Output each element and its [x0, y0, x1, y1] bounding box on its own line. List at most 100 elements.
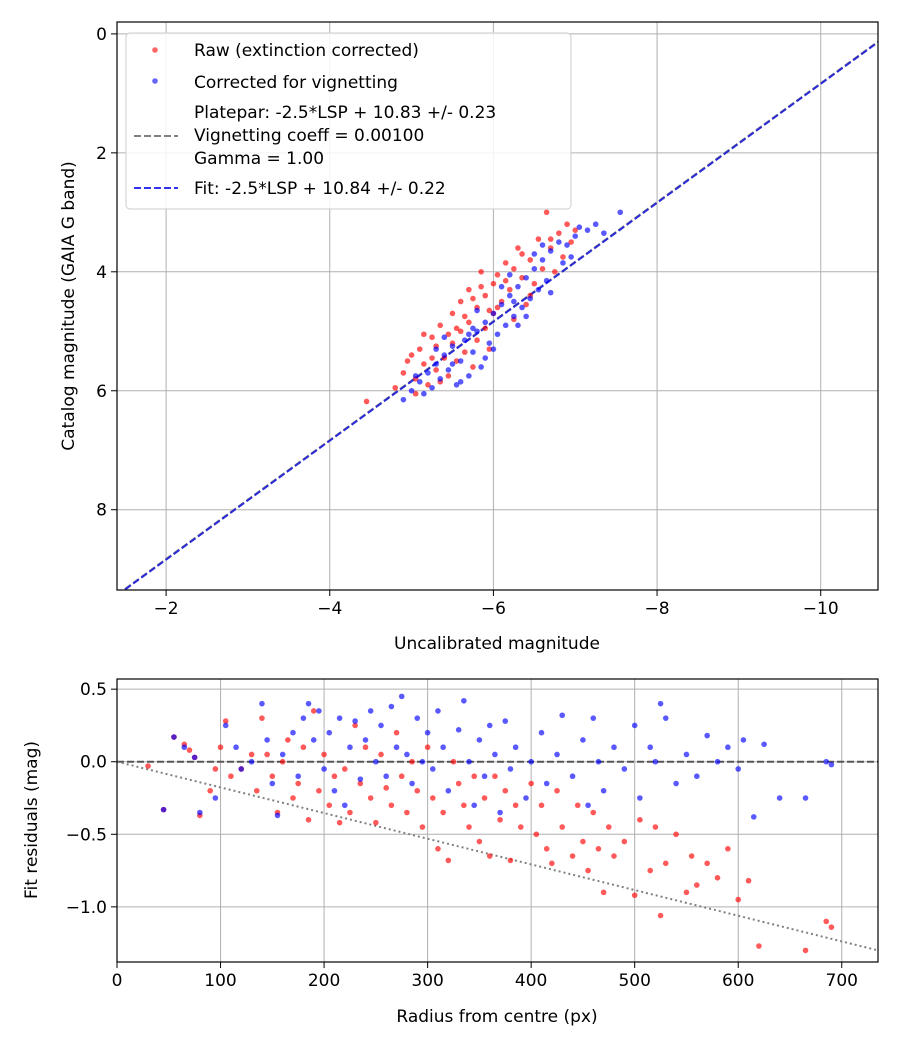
- data-point: [725, 744, 731, 751]
- data-point: [740, 737, 747, 743]
- data-point: [433, 361, 439, 367]
- data-point: [466, 286, 472, 293]
- data-point: [197, 809, 203, 816]
- data-point: [611, 744, 617, 751]
- data-point: [515, 322, 521, 329]
- data-point: [662, 860, 669, 867]
- data-point: [725, 846, 731, 852]
- data-point: [228, 773, 234, 780]
- data-point: [347, 744, 353, 751]
- y-tick-label: 0.5: [80, 680, 107, 700]
- data-point: [347, 809, 353, 816]
- data-point: [539, 266, 546, 272]
- data-point: [453, 382, 460, 388]
- data-point: [506, 271, 513, 278]
- data-point: [408, 387, 415, 394]
- data-point: [823, 758, 830, 765]
- data-point: [776, 795, 783, 801]
- data-point: [186, 747, 193, 753]
- data-point: [274, 812, 281, 819]
- data-point: [652, 824, 659, 830]
- data-point: [543, 209, 550, 216]
- legend-raw-label: Raw (extinction corrected): [194, 41, 419, 61]
- data-point: [637, 816, 643, 823]
- data-point: [490, 310, 497, 317]
- data-point: [461, 337, 468, 343]
- data-point: [482, 319, 489, 326]
- data-point: [502, 277, 509, 284]
- data-point: [212, 795, 219, 801]
- y-tick-label: 4: [96, 263, 107, 283]
- bottom-plot-frame: [116, 678, 879, 963]
- data-point: [828, 761, 835, 768]
- data-point: [409, 780, 415, 787]
- data-point: [572, 227, 579, 233]
- data-point: [310, 737, 317, 743]
- data-point: [412, 390, 419, 397]
- bottom-data-points: [145, 693, 835, 954]
- data-point: [576, 224, 583, 230]
- data-point: [445, 331, 452, 338]
- data-point: [572, 233, 579, 239]
- data-point: [704, 732, 710, 739]
- data-point: [416, 379, 423, 385]
- bottom-x-axis-label: Radius from centre (px): [396, 1007, 597, 1027]
- data-point: [424, 729, 431, 736]
- x-tick-label: 0: [112, 971, 123, 991]
- data-point: [470, 295, 476, 302]
- data-point: [523, 274, 529, 281]
- data-point: [511, 298, 517, 305]
- data-point: [823, 918, 830, 925]
- data-point: [673, 780, 679, 787]
- data-point: [560, 260, 566, 266]
- data-point: [264, 737, 270, 743]
- data-point: [617, 209, 624, 216]
- data-point: [512, 802, 519, 809]
- data-point: [560, 254, 566, 260]
- data-point: [531, 280, 538, 287]
- x-tick-label: 300: [411, 971, 443, 991]
- y-tick-label: 0: [96, 25, 107, 45]
- data-point: [435, 708, 441, 714]
- data-point: [326, 802, 333, 809]
- data-point: [326, 729, 333, 736]
- data-point: [388, 802, 395, 809]
- data-point: [248, 758, 255, 765]
- y-tick-label: 0.0: [80, 753, 107, 773]
- legend: Raw (extinction corrected) Corrected for…: [125, 32, 572, 210]
- data-point: [373, 758, 379, 765]
- data-point: [547, 289, 554, 296]
- data-point: [539, 257, 546, 263]
- data-point: [507, 766, 514, 772]
- data-point: [455, 726, 462, 733]
- data-point: [568, 254, 574, 260]
- data-point: [378, 751, 384, 758]
- data-point: [470, 349, 476, 355]
- data-point: [564, 221, 570, 228]
- data-point: [523, 313, 529, 320]
- data-point: [688, 853, 695, 859]
- data-point: [637, 795, 643, 801]
- data-point: [556, 239, 562, 245]
- data-point: [393, 729, 400, 736]
- data-point: [279, 751, 286, 758]
- data-point: [416, 346, 423, 352]
- data-point: [429, 355, 435, 361]
- data-point: [527, 257, 534, 263]
- data-point: [714, 875, 721, 881]
- data-point: [478, 283, 484, 290]
- data-point: [606, 824, 612, 830]
- data-point: [478, 364, 484, 370]
- data-point: [481, 773, 488, 780]
- data-point: [476, 838, 483, 845]
- data-point: [400, 396, 407, 403]
- data-point: [466, 319, 472, 326]
- data-point: [486, 722, 493, 729]
- data-point: [543, 780, 550, 787]
- data-point: [519, 251, 525, 257]
- data-point: [336, 819, 343, 826]
- data-point: [457, 328, 464, 335]
- data-point: [481, 795, 488, 801]
- data-point: [621, 838, 628, 845]
